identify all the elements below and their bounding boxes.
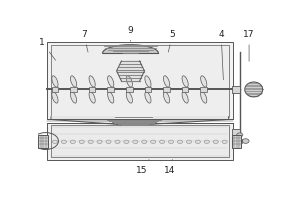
Bar	[51, 45, 229, 117]
Bar	[50, 125, 229, 157]
Ellipse shape	[52, 92, 58, 103]
Bar	[145, 87, 151, 92]
Bar	[47, 42, 233, 119]
Bar	[47, 123, 233, 160]
Ellipse shape	[108, 76, 114, 87]
Circle shape	[79, 140, 84, 143]
Ellipse shape	[89, 92, 95, 103]
Circle shape	[70, 140, 75, 143]
Circle shape	[97, 140, 102, 143]
Ellipse shape	[126, 92, 132, 103]
Circle shape	[88, 140, 93, 143]
Circle shape	[124, 140, 129, 143]
Ellipse shape	[145, 76, 151, 87]
Ellipse shape	[182, 76, 188, 87]
Ellipse shape	[182, 92, 188, 103]
Ellipse shape	[70, 76, 76, 87]
Text: 4: 4	[218, 30, 224, 80]
Bar	[38, 135, 48, 148]
Circle shape	[237, 133, 243, 137]
Circle shape	[106, 140, 111, 143]
Circle shape	[142, 140, 147, 143]
Text: 17: 17	[243, 30, 255, 61]
Circle shape	[204, 140, 209, 143]
Polygon shape	[245, 82, 263, 97]
Ellipse shape	[108, 92, 114, 103]
Bar	[163, 87, 170, 92]
Polygon shape	[154, 117, 229, 124]
Circle shape	[213, 140, 218, 143]
Polygon shape	[51, 117, 114, 124]
Text: 15: 15	[136, 160, 149, 175]
Bar	[52, 87, 58, 92]
Bar	[70, 87, 77, 92]
Text: 5: 5	[168, 30, 175, 52]
Ellipse shape	[201, 92, 207, 103]
Circle shape	[61, 140, 66, 143]
Circle shape	[133, 140, 138, 143]
Text: 14: 14	[164, 160, 176, 175]
Text: 7: 7	[81, 30, 88, 52]
Circle shape	[151, 140, 156, 143]
Ellipse shape	[164, 92, 169, 103]
Polygon shape	[103, 45, 158, 53]
Bar	[232, 135, 242, 148]
Ellipse shape	[201, 76, 207, 87]
Ellipse shape	[52, 76, 58, 87]
Circle shape	[52, 140, 58, 143]
Circle shape	[186, 140, 191, 143]
Ellipse shape	[145, 92, 151, 103]
Bar	[232, 86, 241, 93]
Ellipse shape	[89, 76, 95, 87]
Bar	[182, 87, 188, 92]
Circle shape	[242, 139, 249, 143]
Circle shape	[177, 140, 183, 143]
Circle shape	[115, 140, 120, 143]
Ellipse shape	[126, 76, 132, 87]
Bar	[232, 129, 241, 135]
Bar	[200, 87, 207, 92]
Bar	[89, 87, 95, 92]
Circle shape	[195, 140, 200, 143]
Bar	[126, 87, 133, 92]
Ellipse shape	[70, 92, 76, 103]
Circle shape	[160, 140, 165, 143]
Ellipse shape	[164, 76, 169, 87]
Text: 1: 1	[39, 38, 56, 60]
Text: 9: 9	[128, 26, 134, 41]
Bar	[107, 87, 114, 92]
Circle shape	[169, 140, 174, 143]
Circle shape	[222, 140, 227, 143]
